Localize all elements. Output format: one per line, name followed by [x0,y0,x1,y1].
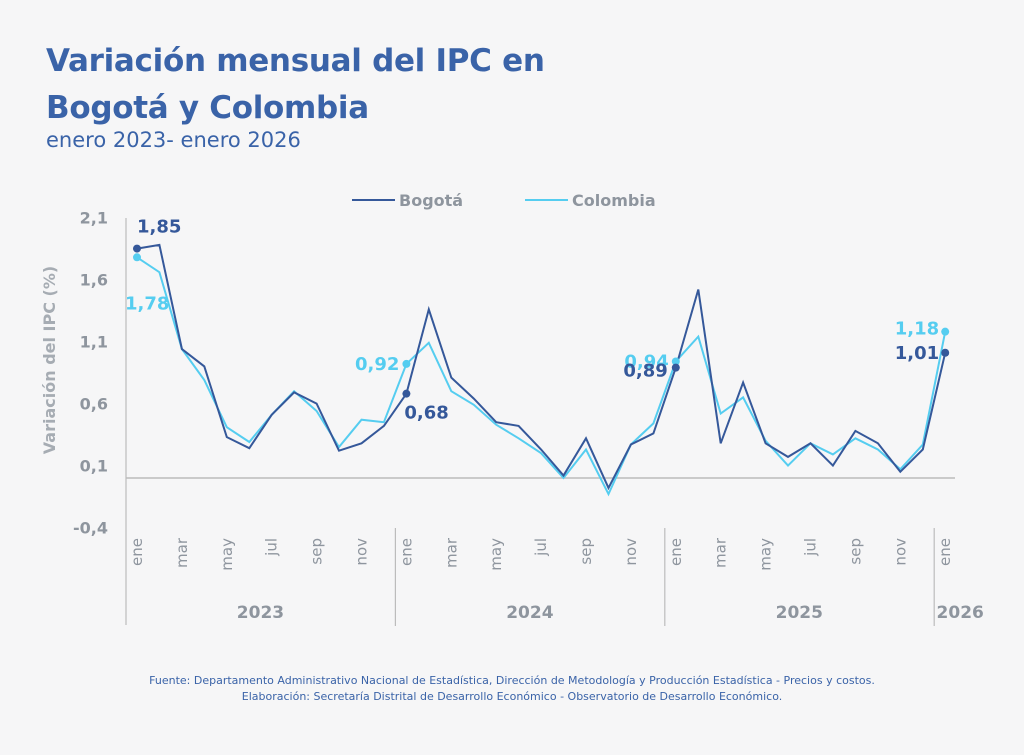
chart-subtitle: enero 2023- enero 2026 [46,128,301,152]
y-axis-title: Variación del IPC (%) [40,266,59,454]
chart-title-line1: Variación mensual del IPC en [46,43,545,79]
x-month-label: sep [577,538,595,565]
data-label: 0,89 [623,361,667,382]
data-label: 0,94 [624,351,668,372]
y-tick-label: 0,1 [80,457,108,476]
y-tick-label: 0,6 [80,395,108,414]
chart-title-line2: Bogotá y Colombia [46,90,369,126]
y-tick-label: 2,1 [80,209,108,228]
data-label: 1,85 [137,217,181,238]
data-point-marker [133,244,141,253]
x-month-label: may [757,538,775,571]
data-point-marker [941,348,950,357]
y-tick-label: 1,1 [80,333,108,352]
data-label: 0,92 [355,354,399,375]
source-note: Fuente: Departamento Administrativo Naci… [149,674,875,687]
x-month-label: sep [308,538,326,565]
data-point-marker [941,327,950,336]
x-month-label: ene [397,538,415,566]
x-month-label: jul [532,538,550,557]
x-month-label: nov [891,538,909,566]
data-label: 1,18 [895,319,939,340]
x-year-label: 2025 [776,603,823,623]
data-point-marker [671,357,680,366]
x-month-label: may [487,538,505,571]
y-axis: 2,1 1,6 1,1 0,6 0,1 -0,4 Variación del IPC (%) [40,209,127,625]
x-month-label: jul [263,538,281,557]
x-month-label: may [218,538,236,571]
x-month-label: mar [712,537,730,568]
data-label: 0,68 [404,403,448,424]
y-tick-label: -0,4 [73,519,108,538]
chart-title: Variación mensual del IPC en Bogotá y Co… [46,38,646,132]
x-month-label: nov [622,538,640,566]
data-point-marker [402,359,411,368]
legend-label: Colombia [572,191,656,210]
x-month-label: mar [173,537,191,568]
data-point-marker [133,253,141,262]
x-axis: ene mar may jul sep nov 2023 ene mar may jul sep nov… [126,477,984,626]
y-tick-label: 1,6 [80,271,108,290]
x-month-label: ene [128,538,146,566]
x-month-label: ene [936,538,954,566]
legend: Bogotá Colombia [352,191,656,210]
elaboration-note: Elaboración: Secretaría Distrital de Des… [241,690,783,703]
data-point-marker [671,363,680,372]
plot-lines [136,243,947,497]
footer: Fuente: Departamento Administrativo Naci… [0,673,1024,705]
series-line-colombia [136,256,947,497]
annotations: 1,85 1,78 0,92 0,68 0,940,89 1,18 1,01 [125,217,950,424]
x-year-label: 2023 [237,603,284,623]
x-year-label: 2026 [937,603,984,623]
series-line-bogota [136,243,947,491]
x-month-label: sep [846,538,864,565]
x-year-label: 2024 [506,603,553,623]
x-month-label: ene [667,538,685,566]
data-label: 1,01 [895,343,939,364]
x-month-label: nov [353,538,371,566]
data-point-marker [402,389,411,398]
x-month-label: jul [802,538,820,557]
legend-label: Bogotá [399,191,463,210]
data-label: 1,78 [125,293,169,314]
x-month-label: mar [442,537,460,568]
